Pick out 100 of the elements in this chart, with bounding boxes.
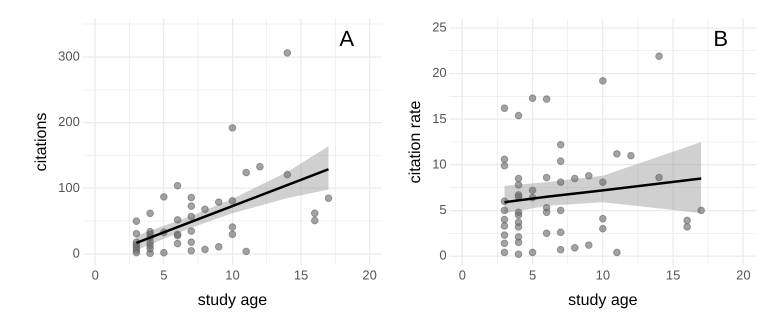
point [228, 230, 236, 238]
y-tick-label: 0 [439, 248, 447, 263]
y-tick-label: 0 [72, 246, 80, 261]
y-tick-label: 15 [432, 110, 447, 126]
y-tick-label: 300 [58, 48, 80, 64]
x-tick-label: 20 [362, 268, 377, 283]
point [132, 217, 140, 225]
x-tick-label: 20 [736, 268, 751, 283]
point [174, 216, 182, 224]
point [201, 206, 209, 214]
y-tick-label: 200 [58, 114, 80, 130]
point [500, 231, 508, 239]
point [556, 157, 564, 165]
x-tick-label: 15 [294, 268, 308, 283]
y-tick-label: 10 [432, 156, 447, 172]
point [242, 168, 250, 176]
point [599, 214, 607, 222]
point [584, 241, 593, 249]
point [187, 194, 196, 202]
point [599, 224, 607, 232]
point [584, 172, 593, 180]
point [514, 181, 522, 189]
point [201, 246, 209, 254]
x-axis-title: study age [198, 292, 268, 309]
point [228, 124, 236, 132]
point [256, 162, 264, 170]
point [284, 49, 292, 57]
point [324, 194, 332, 202]
x-tick-label: 15 [666, 268, 680, 283]
point [514, 250, 522, 258]
x-axis-title: study age [568, 292, 638, 309]
point [500, 240, 508, 248]
point [655, 174, 663, 182]
point [500, 248, 508, 256]
point [556, 228, 564, 236]
point [613, 248, 621, 256]
point [514, 174, 522, 182]
point [146, 250, 154, 258]
y-tick-label: 5 [439, 202, 447, 218]
point [500, 206, 508, 214]
point [132, 248, 140, 257]
x-tick-label: 0 [92, 268, 99, 283]
x-tick-label: 5 [528, 268, 536, 283]
point [613, 150, 621, 158]
y-tick-label: 25 [432, 20, 447, 35]
x-tick-label: 5 [160, 268, 168, 283]
point [187, 212, 196, 220]
point [556, 206, 564, 214]
point [214, 243, 223, 251]
point [310, 216, 319, 224]
point [187, 238, 196, 246]
point [528, 248, 536, 256]
point [500, 104, 508, 112]
point [174, 182, 182, 190]
point [187, 246, 196, 255]
point [542, 95, 550, 103]
point [528, 94, 536, 102]
point [570, 244, 579, 252]
point [284, 170, 292, 178]
point [542, 208, 550, 216]
point [500, 216, 508, 224]
point [146, 209, 154, 218]
point [500, 222, 508, 230]
x-tick-label: 10 [596, 268, 610, 283]
y-tick-label: 100 [58, 180, 80, 195]
annotation: B [713, 26, 728, 51]
point [500, 162, 508, 170]
point [132, 230, 140, 238]
point [242, 248, 250, 256]
point [310, 209, 319, 218]
point [514, 112, 522, 120]
point [570, 174, 579, 182]
point [599, 77, 607, 85]
point [514, 223, 522, 231]
x-tick-label: 0 [458, 268, 466, 283]
point [542, 174, 550, 182]
point [542, 229, 550, 238]
point [160, 193, 168, 201]
point [187, 202, 196, 210]
point [174, 240, 182, 248]
y-axis-title: citations [33, 112, 50, 172]
point [187, 227, 196, 235]
point [528, 186, 536, 194]
point [500, 156, 508, 164]
point [514, 211, 522, 219]
y-tick-label: 20 [432, 65, 447, 80]
point [214, 198, 223, 206]
point [683, 223, 691, 231]
point [599, 178, 607, 186]
point [683, 216, 691, 224]
point [514, 238, 522, 246]
point [160, 248, 168, 257]
point [228, 197, 236, 205]
y-axis-title: citation rate [407, 100, 424, 184]
point [556, 246, 564, 254]
point [627, 152, 635, 160]
point [556, 178, 564, 186]
point [556, 140, 564, 149]
point [655, 52, 663, 60]
point [228, 223, 236, 231]
